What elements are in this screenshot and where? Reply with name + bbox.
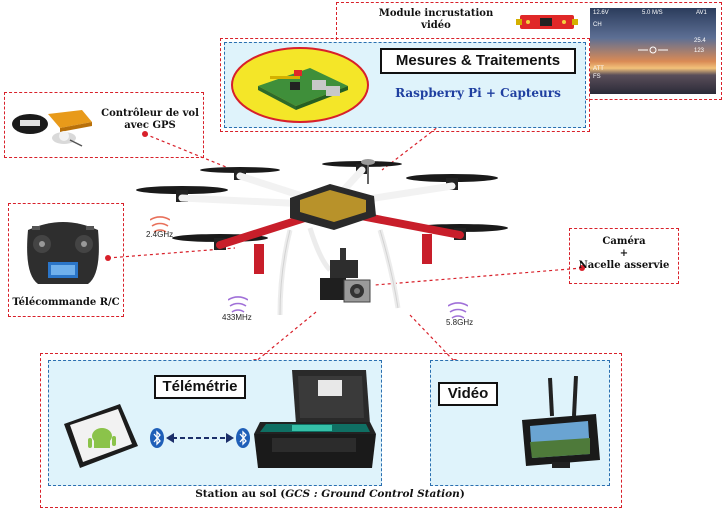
video-monitor-icon xyxy=(516,376,602,470)
osd-voltage: 12.6V xyxy=(593,10,609,16)
telemetry-frequency: 433MHz xyxy=(222,313,252,322)
osd-channel: AV1 xyxy=(696,10,707,16)
measurements-subtitle: Raspberry Pi + Capteurs xyxy=(395,86,561,100)
osd-left-2: ATT xyxy=(593,66,604,72)
ground-station-label: Station au sol (GCS : Ground Control Sta… xyxy=(195,488,465,500)
osd-left-3: FS xyxy=(593,74,601,80)
rc-transmitter-icon xyxy=(20,210,106,288)
ground-station-box xyxy=(40,353,622,508)
gps-module-icon xyxy=(8,100,98,150)
osd-crosshair-icon xyxy=(638,46,668,54)
rc-frequency: 2.4GHz xyxy=(146,230,174,239)
rc-wave-icon xyxy=(150,214,170,234)
camera-label: Caméra + Nacelle asservie xyxy=(578,236,670,271)
osd-board-icon xyxy=(516,12,578,32)
rc-transmitter-label: Télécommande R/C xyxy=(12,297,120,308)
telemetry-wave-icon xyxy=(228,294,248,314)
bluetooth-icon-station xyxy=(236,428,250,448)
flight-controller-label: Contrôleur de vol avec GPS xyxy=(101,108,199,131)
raspberry-pi-icon xyxy=(230,46,370,124)
video-overlay-module-label: Module incrustation vidéo xyxy=(378,8,494,31)
measurements-outer-box xyxy=(220,38,590,132)
camera-gimbal-icon xyxy=(318,248,374,306)
drone-icon xyxy=(130,150,530,320)
osd-left-1: CH xyxy=(593,22,602,28)
osd-right-1: 25.4 xyxy=(694,38,706,44)
osd-right-2: 123 xyxy=(694,48,705,54)
measurements-title: Mesures & Traitements xyxy=(380,48,576,74)
flight-controller-box xyxy=(4,92,204,158)
bluetooth-icon xyxy=(150,428,164,448)
telemetry-title: Télémétrie xyxy=(154,375,246,399)
link-arrow xyxy=(166,432,234,444)
video-frequency: 5.8GHz xyxy=(446,318,474,327)
video-wave-icon xyxy=(448,300,468,320)
video-title: Vidéo xyxy=(438,382,498,406)
tablet-android-icon xyxy=(58,400,142,472)
ground-station-case-icon xyxy=(252,368,376,470)
camera-box xyxy=(569,228,679,284)
osd-speed: 5.0 M/S xyxy=(642,10,663,16)
rc-transmitter-box xyxy=(8,203,124,317)
osd-screen: 12.6V 5.0 M/S AV1 CH ATT FS 25.4 123 xyxy=(590,8,716,94)
